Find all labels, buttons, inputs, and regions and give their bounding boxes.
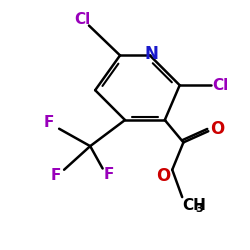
Text: O: O xyxy=(156,167,171,185)
Text: N: N xyxy=(144,45,158,63)
Text: F: F xyxy=(104,167,114,182)
Text: O: O xyxy=(210,120,224,138)
Text: F: F xyxy=(44,115,54,130)
Text: Cl: Cl xyxy=(74,12,91,27)
Text: F: F xyxy=(50,168,60,184)
Text: CH: CH xyxy=(182,198,206,213)
Text: Cl: Cl xyxy=(212,78,229,93)
Text: 3: 3 xyxy=(195,204,203,214)
